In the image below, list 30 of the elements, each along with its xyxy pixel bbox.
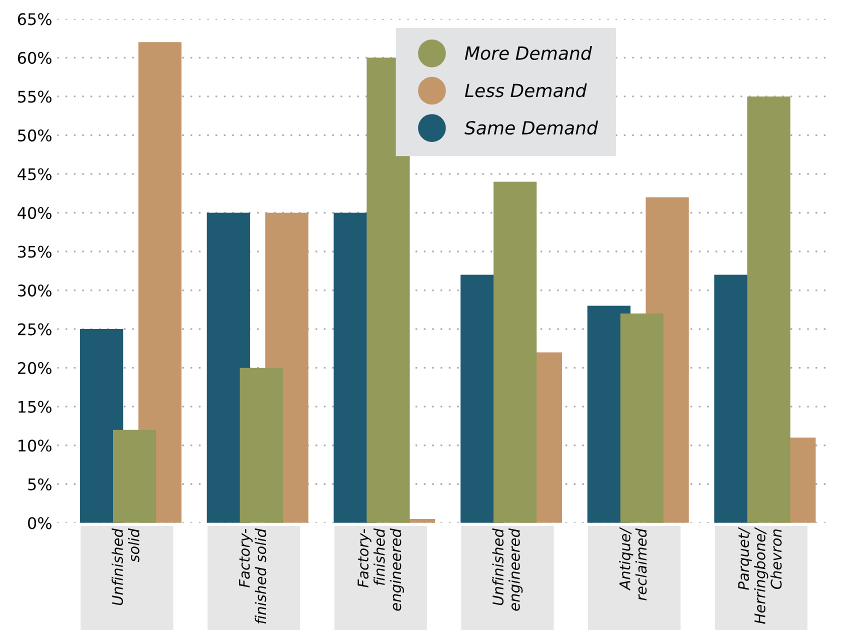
bar — [366, 58, 410, 523]
bar — [112, 430, 156, 523]
x-tick-label: Factory- finished solid — [239, 528, 266, 624]
y-tick-label: 40% — [18, 206, 52, 220]
y-tick-label: 20% — [18, 362, 52, 374]
y-tick-label: 65% — [18, 13, 52, 26]
legend-label: Less Demand — [464, 83, 587, 98]
y-tick-label: 35% — [18, 246, 52, 258]
y-tick-label: 15% — [18, 400, 52, 413]
y-tick-label: 0% — [28, 517, 52, 530]
bar — [494, 182, 537, 523]
y-tick-label: 55% — [18, 90, 52, 103]
x-tick-label: Parquet/ Herringbone/ Chevron — [738, 527, 782, 624]
bar — [747, 96, 790, 523]
y-tick-label: 30% — [18, 284, 52, 297]
x-tick-label: Unfinished solid — [112, 528, 140, 606]
y-tick-label: 45% — [18, 168, 52, 180]
x-tick-label: Factory- finished engineered — [358, 528, 404, 611]
bar — [240, 368, 283, 523]
y-tick-label: 60% — [18, 52, 52, 64]
bar — [138, 42, 182, 523]
legend-label: Same Demand — [464, 120, 598, 135]
x-tick-label: Unfinished engineered — [492, 528, 523, 611]
legend-label: More Demand — [464, 46, 592, 60]
y-tick-label: 5% — [28, 478, 52, 490]
x-tick-label: Antique/ reclaimed — [619, 527, 647, 600]
y-tick-label: 50% — [18, 129, 52, 142]
y-tick-label: 10% — [18, 440, 52, 452]
bar — [620, 314, 664, 523]
y-tick-label: 25% — [18, 323, 52, 336]
